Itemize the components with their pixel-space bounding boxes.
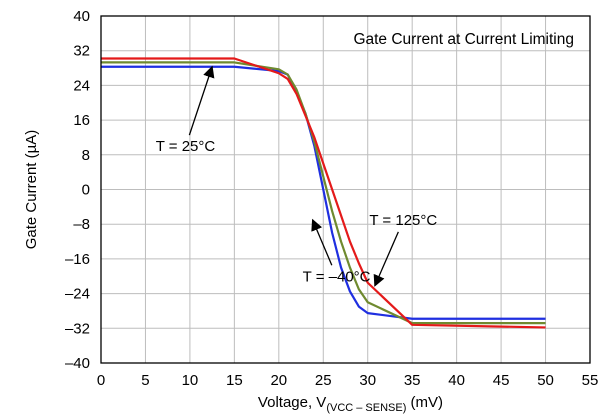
annotation-label: T = 25°C: [156, 138, 216, 155]
x-tick-label: 20: [270, 372, 287, 389]
annotation-label: T = –40°C: [303, 268, 371, 285]
x-axis-label: Voltage, V(VCC – SENSE) (mV): [258, 394, 443, 414]
x-tick-label: 0: [97, 372, 105, 389]
y-tick-label: 16: [73, 112, 90, 129]
annotation-arrow: [311, 218, 333, 266]
y-tick-label: –24: [65, 286, 90, 303]
y-tick-label: –40: [65, 355, 90, 372]
y-tick-label: 40: [73, 8, 90, 25]
y-tick-label: –16: [65, 251, 90, 268]
x-tick-label: 40: [448, 372, 465, 389]
x-tick-label: 30: [359, 372, 376, 389]
x-tick-label: 25: [315, 372, 332, 389]
x-tick-label: 15: [226, 372, 243, 389]
plot-frame: [100, 15, 591, 364]
x-axis-label-subscript: (VCC – SENSE): [326, 402, 406, 414]
series-line-2: [101, 61, 546, 325]
y-tick-label: 8: [82, 147, 90, 164]
chart-title: Gate Current at Current Limiting: [353, 31, 574, 48]
series-line-3: [101, 57, 546, 329]
annotation-arrow: [188, 65, 215, 136]
y-tick-label: 32: [73, 43, 90, 60]
annotation-arrow: [373, 231, 399, 287]
annotation-label: T = 125°C: [369, 212, 437, 229]
x-tick-label: 35: [404, 372, 421, 389]
y-axis-label: Gate Current (µA): [23, 130, 40, 250]
x-tick-label: 5: [141, 372, 149, 389]
y-tick-label: 24: [73, 77, 90, 94]
y-tick-label: –32: [65, 320, 90, 337]
x-tick-label: 50: [537, 372, 554, 389]
y-tick-label: –8: [73, 216, 90, 233]
x-tick-label: 45: [493, 372, 510, 389]
x-axis-label-suffix: (mV): [406, 394, 443, 411]
y-tick-label: 0: [82, 182, 90, 199]
x-tick-label: 10: [182, 372, 199, 389]
x-axis-label-prefix: Voltage, V: [258, 394, 326, 411]
x-tick-label: 55: [582, 372, 599, 389]
